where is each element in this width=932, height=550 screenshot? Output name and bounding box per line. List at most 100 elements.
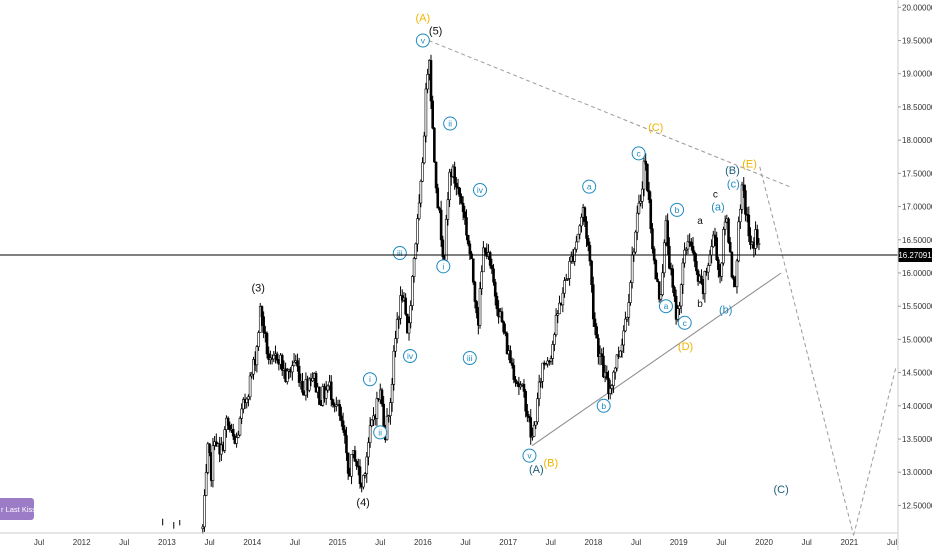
wave-label-23[interactable]: (D) — [678, 341, 693, 353]
candle-141 — [439, 200, 443, 247]
x-tick-label-19: 2021 — [840, 538, 858, 547]
candle-197 — [534, 421, 538, 430]
wave-label-24[interactable]: a — [697, 216, 703, 227]
wave-label-12[interactable]: (4) — [356, 497, 369, 509]
candle-83 — [341, 412, 345, 433]
wave-label-10[interactable]: ii — [373, 425, 388, 440]
candle-221 — [575, 235, 578, 253]
wave-label-5[interactable]: i — [436, 259, 451, 274]
wave-label-19[interactable]: (C) — [648, 122, 663, 134]
wave-label-27[interactable]: (a) — [711, 202, 724, 214]
candle-44 — [275, 351, 279, 364]
trendline-2[interactable] — [759, 166, 855, 536]
wave-label-14[interactable]: (A) — [529, 464, 544, 476]
candle-133 — [426, 68, 429, 94]
trendline-3[interactable] — [853, 365, 897, 536]
candle-259 — [639, 194, 642, 207]
wave-label-21[interactable]: b — [670, 202, 685, 217]
note-layer: r Last Kiss — [0, 498, 36, 520]
trendline-1[interactable] — [531, 272, 782, 447]
candle-318 — [739, 204, 742, 229]
x-tick-label-18: Jul — [802, 538, 812, 547]
wave-label-4[interactable]: iii — [392, 246, 407, 261]
wave-label-20[interactable]: a — [658, 299, 673, 314]
candle-243 — [612, 370, 615, 393]
candle-24 — [242, 397, 245, 414]
candle-106 — [380, 387, 384, 407]
candle-3 — [206, 441, 210, 475]
candle-112 — [390, 377, 394, 412]
y-tick-label-15: 20.00000 — [902, 3, 932, 12]
candle-303 — [713, 227, 717, 246]
candle-65 — [311, 372, 314, 383]
wave-label-13[interactable]: v — [522, 448, 537, 463]
candle-222 — [576, 233, 580, 243]
svg-text:a: a — [697, 216, 703, 227]
candle-162 — [475, 300, 478, 319]
candle-164 — [478, 281, 482, 329]
wave-label-3[interactable]: ii — [443, 116, 458, 131]
candle-258 — [637, 194, 641, 215]
candle-18 — [231, 423, 235, 440]
wave-label-11[interactable]: (3) — [251, 283, 264, 295]
wave-label-22[interactable]: c — [677, 315, 692, 330]
candle-261 — [642, 156, 646, 197]
candle-231 — [591, 276, 595, 327]
candle-268 — [654, 258, 658, 280]
current-price-tag: 16.27091 — [898, 247, 932, 262]
wave-label-28[interactable]: (b) — [719, 305, 732, 317]
candle-302 — [712, 230, 715, 248]
wave-label-8[interactable]: iv — [403, 349, 418, 363]
svg-text:b: b — [675, 205, 680, 215]
candle-309 — [723, 215, 727, 236]
candle-69 — [318, 386, 321, 405]
candle-127 — [416, 213, 419, 252]
wave-label-9[interactable]: i — [362, 372, 377, 387]
candle-214 — [563, 277, 566, 298]
note-label[interactable]: r Last Kiss — [0, 498, 36, 520]
wave-label-15[interactable]: (B) — [543, 457, 558, 469]
candle-82 — [340, 406, 343, 427]
candle-228 — [586, 235, 590, 252]
candle-84 — [343, 425, 347, 444]
wave-label-7[interactable]: iii — [462, 350, 477, 365]
wave-label-2[interactable]: v — [415, 33, 430, 48]
candle-287 — [686, 234, 690, 255]
candle-279 — [673, 285, 676, 302]
wave-label-0[interactable]: (A) — [416, 12, 431, 24]
wave-label-26[interactable]: c — [713, 189, 718, 200]
candle-129 — [419, 179, 423, 208]
x-tick-label-13: 2018 — [585, 538, 603, 547]
candle-276 — [668, 237, 671, 270]
svg-text:(5): (5) — [429, 26, 442, 38]
candle-272 — [661, 264, 664, 297]
wave-label-18[interactable]: c — [631, 146, 646, 161]
wave-label-25[interactable]: b — [697, 299, 703, 310]
trendline-0[interactable] — [428, 40, 790, 188]
candle-161 — [473, 280, 477, 309]
wave-label-17[interactable]: b — [596, 398, 611, 413]
wave-label-6[interactable]: iv — [473, 182, 488, 197]
candle-154 — [461, 196, 465, 221]
wave-label-32[interactable]: (C) — [773, 484, 788, 496]
candle-178 — [502, 320, 505, 335]
candle-224 — [580, 213, 583, 233]
candle-289 — [690, 238, 693, 251]
candle-150 — [455, 176, 458, 196]
wave-label-29[interactable]: (c) — [727, 178, 740, 190]
candle-111 — [389, 397, 392, 425]
candle-200 — [539, 377, 543, 388]
candle-297 — [703, 270, 707, 303]
candle-311 — [727, 217, 730, 244]
wave-label-31[interactable]: (E) — [742, 158, 757, 170]
wave-label-16[interactable]: a — [582, 179, 597, 194]
candle-245 — [615, 353, 619, 372]
candle-6 — [211, 437, 215, 488]
x-tick-label-12: Jul — [546, 538, 556, 547]
wave-label-1[interactable]: (5) — [429, 26, 442, 38]
candle-206 — [549, 355, 553, 365]
candle-188 — [519, 381, 522, 390]
wave-label-30[interactable]: (B) — [725, 165, 740, 177]
candle-256 — [634, 230, 637, 254]
